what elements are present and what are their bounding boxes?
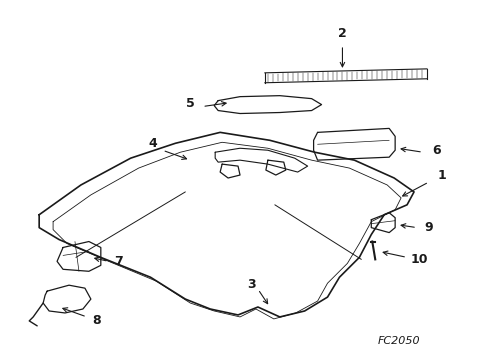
Text: 1: 1: [438, 168, 446, 181]
Text: 6: 6: [433, 144, 441, 157]
Text: 7: 7: [114, 255, 123, 268]
Text: 8: 8: [93, 314, 101, 327]
Text: 10: 10: [410, 253, 428, 266]
Text: 4: 4: [148, 137, 157, 150]
Text: 2: 2: [338, 27, 347, 40]
Text: 5: 5: [186, 97, 195, 110]
Text: 3: 3: [247, 278, 256, 291]
Text: FC2050: FC2050: [378, 336, 420, 346]
Text: 9: 9: [425, 221, 433, 234]
